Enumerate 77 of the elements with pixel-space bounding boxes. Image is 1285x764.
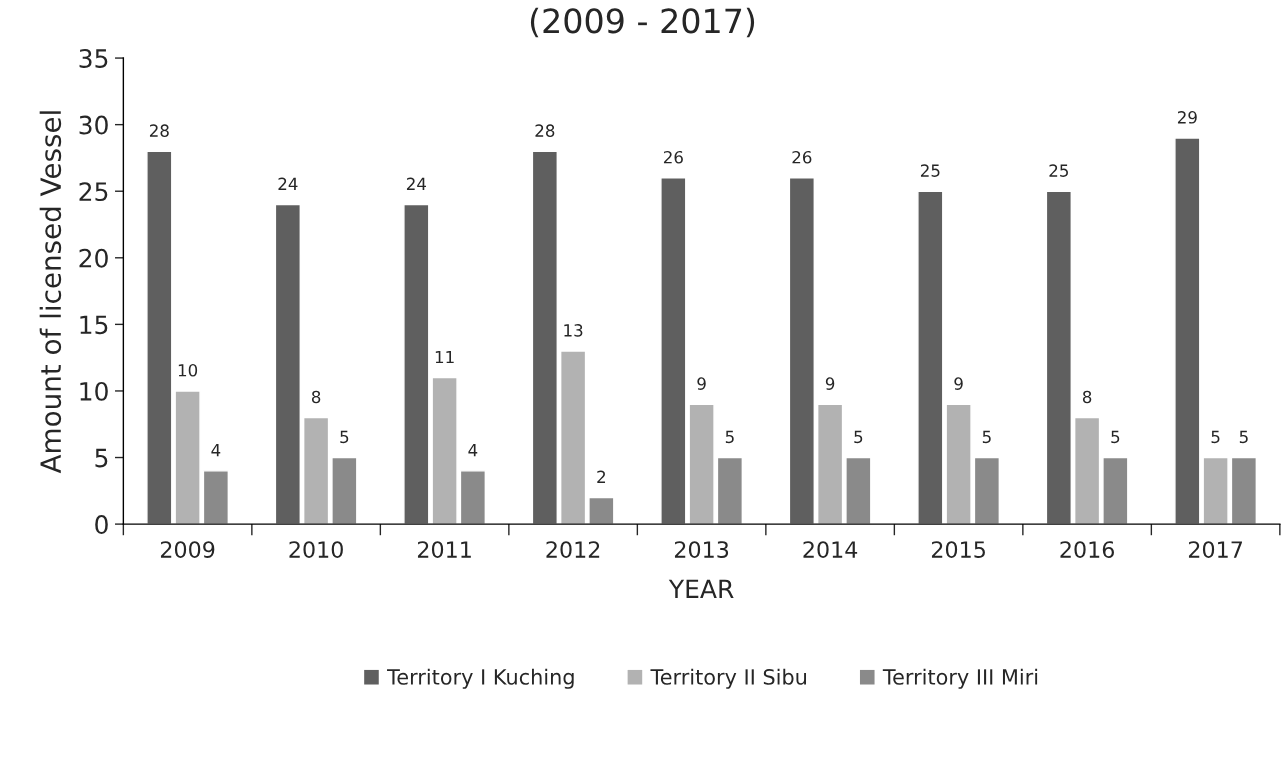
y-tick-label: 5	[95, 448, 108, 468]
bar	[973, 456, 1001, 525]
data-label: 10	[178, 364, 198, 377]
bar	[174, 390, 201, 525]
data-label: 25	[920, 164, 940, 177]
data-label: 9	[825, 377, 835, 390]
data-label: 5	[1239, 430, 1248, 444]
bar	[716, 456, 744, 525]
chart-title: (2009 - 2017)	[530, 7, 755, 38]
data-label: 26	[792, 150, 812, 164]
data-label: 8	[311, 390, 321, 404]
bar	[146, 150, 173, 525]
bar	[302, 416, 330, 525]
bar	[1230, 456, 1258, 525]
data-label: 9	[697, 377, 706, 390]
x-tick-label: 2013	[674, 541, 729, 558]
data-label: 28	[535, 124, 555, 137]
legend-label: Territory I Kuching	[387, 668, 574, 689]
x-tick-label: 2009	[160, 541, 215, 558]
x-tick-label: 2010	[289, 541, 343, 558]
y-tick-label: 25	[79, 182, 108, 202]
bar	[202, 470, 230, 525]
x-tick-label: 2015	[931, 541, 985, 558]
data-label: 5	[982, 430, 991, 444]
y-tick-label: 30	[79, 115, 108, 135]
bar	[431, 376, 458, 525]
data-label: 24	[278, 177, 298, 190]
y-axis-title: Amount of licensed Vessel	[39, 111, 62, 474]
data-label: 13	[564, 324, 583, 337]
data-label: 26	[663, 150, 683, 164]
bar	[274, 203, 301, 525]
data-label: 11	[435, 350, 454, 364]
y-tick-label: 10	[80, 381, 108, 401]
x-tick-label: 2016	[1060, 541, 1114, 558]
bar	[331, 456, 358, 525]
x-tick-label: 2017	[1188, 541, 1242, 558]
x-tick-label: 2014	[803, 541, 858, 558]
data-label: 5	[854, 430, 863, 444]
data-label: 4	[211, 444, 221, 457]
bar	[1102, 456, 1129, 525]
bar	[1073, 416, 1101, 525]
bar	[459, 470, 487, 525]
x-tick-label: 2012	[546, 541, 600, 558]
bar	[688, 403, 715, 525]
bar	[917, 190, 944, 525]
bar	[1174, 137, 1201, 525]
bar	[845, 456, 872, 525]
y-tick-label: 15	[80, 315, 108, 335]
bar	[531, 150, 558, 525]
x-tick-label: 2011	[417, 541, 471, 558]
data-label: 2	[597, 470, 606, 483]
y-tick-label: 35	[79, 49, 108, 68]
data-label: 5	[1211, 430, 1220, 444]
bar	[788, 177, 815, 525]
bar	[588, 496, 615, 525]
data-label: 5	[1111, 430, 1120, 444]
bar	[403, 203, 430, 525]
data-label: 5	[725, 430, 734, 444]
data-label: 28	[149, 124, 169, 137]
y-tick-label: 20	[79, 248, 108, 268]
data-label: 4	[468, 444, 478, 457]
data-label: 24	[406, 177, 427, 190]
bar	[945, 403, 972, 525]
data-label: 9	[954, 377, 963, 390]
x-axis-title: YEAR	[668, 579, 734, 598]
bar	[660, 177, 687, 525]
data-label: 25	[1049, 164, 1068, 177]
bar	[1202, 456, 1229, 525]
data-label: 8	[1082, 390, 1092, 404]
bar	[1045, 190, 1072, 525]
bar	[559, 350, 587, 525]
data-label: 5	[340, 430, 349, 444]
legend-label: Territory III Miri	[882, 668, 1038, 689]
y-tick-label: 0	[95, 515, 108, 534]
data-label: 29	[1177, 111, 1197, 124]
bar	[816, 403, 844, 525]
legend-label: Territory II Sibu	[650, 668, 806, 689]
